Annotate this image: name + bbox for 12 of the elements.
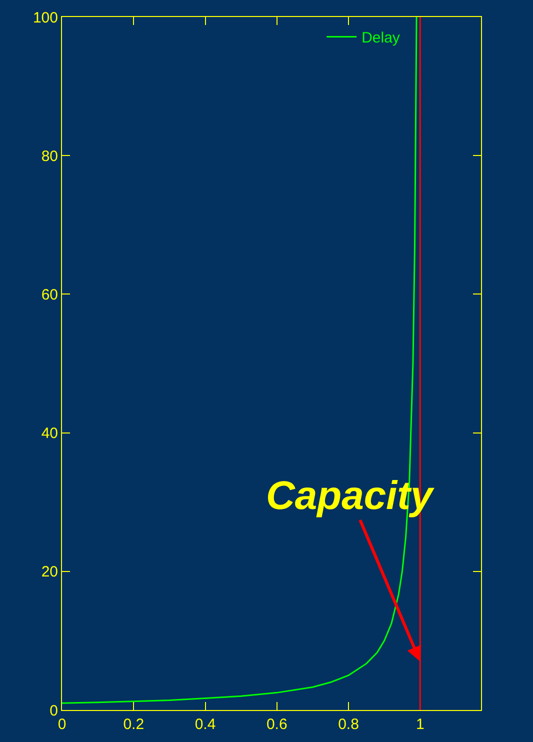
x-tick-label: 0.8 bbox=[338, 716, 359, 733]
y-tick-label: 60 bbox=[41, 286, 58, 304]
y-tick-label: 100 bbox=[32, 9, 58, 26]
legend-label: Delay bbox=[362, 30, 400, 47]
x-tick-label: 0.6 bbox=[266, 716, 288, 733]
y-tick-label: 20 bbox=[41, 564, 58, 581]
x-tick-label: 0.4 bbox=[194, 716, 216, 733]
y-tick-label: 40 bbox=[41, 425, 58, 442]
y-tick-label: 80 bbox=[41, 148, 58, 165]
x-tick-label: 1 bbox=[416, 716, 424, 733]
x-tick-label: 0.2 bbox=[123, 716, 144, 733]
y-tick-label: 0 bbox=[50, 702, 58, 720]
